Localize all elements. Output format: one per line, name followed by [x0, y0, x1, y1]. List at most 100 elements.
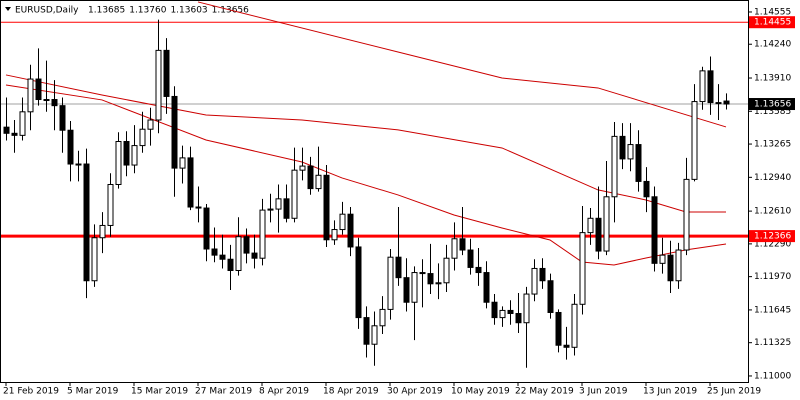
- chart-title: EURUSD,Daily: [15, 6, 79, 16]
- candle-body: [115, 140, 122, 185]
- candle-body: [507, 309, 514, 315]
- moving-average: [5, 84, 727, 266]
- x-tick-label: 15 Mar 2019: [131, 387, 188, 397]
- candle-body: [219, 254, 226, 260]
- candle-body: [499, 309, 506, 319]
- candle-body: [131, 145, 138, 166]
- candle-body: [603, 196, 610, 252]
- candle-body: [643, 180, 650, 198]
- candle-body: [19, 111, 26, 136]
- x-tick-label: 21 Feb 2019: [3, 387, 59, 397]
- candle-body: [563, 344, 570, 348]
- candle-body: [571, 303, 578, 348]
- y-tick-label: 1.12610: [754, 207, 791, 217]
- candle-body: [459, 238, 466, 251]
- candle-body: [675, 249, 682, 282]
- y-tick-label: 1.14240: [754, 40, 791, 50]
- header-value: 1.13685: [88, 6, 125, 16]
- moving-average: [197, 1, 727, 128]
- level-price-label: 1.14455: [754, 18, 791, 28]
- x-tick-label: 25 Jun 2019: [707, 387, 761, 397]
- candle-body: [515, 313, 522, 324]
- level-price-box: [749, 230, 795, 243]
- candle-body: [339, 213, 346, 231]
- candle-body: [427, 273, 434, 285]
- candle-body: [395, 256, 402, 279]
- candle-body: [283, 198, 290, 219]
- candle-body: [475, 266, 482, 274]
- candle-body: [363, 317, 370, 345]
- candle-body: [491, 301, 498, 319]
- x-tick-label: 27 Mar 2019: [195, 387, 252, 397]
- candle-body: [27, 78, 34, 113]
- candle-body: [419, 272, 426, 275]
- header-value: 1.13760: [129, 6, 166, 16]
- candle-body: [275, 198, 282, 210]
- candle-body: [619, 135, 626, 160]
- candle-body: [467, 249, 474, 268]
- candle-body: [379, 308, 386, 327]
- y-tick-label: 1.11970: [754, 272, 791, 282]
- candle-body: [355, 246, 362, 319]
- candle-body: [259, 209, 266, 259]
- x-tick-label: 30 Apr 2019: [387, 387, 443, 397]
- y-tick-label: 1.11325: [754, 338, 791, 348]
- candle-body: [163, 49, 170, 97]
- candle-body: [107, 183, 114, 226]
- candle-body: [235, 236, 242, 272]
- candle-body: [627, 144, 634, 160]
- y-tick-label: 1.14555: [754, 7, 791, 17]
- candle-body: [123, 140, 130, 166]
- y-tick-label: 1.13265: [754, 140, 791, 150]
- level-price-box: [749, 16, 795, 29]
- candle-body: [299, 165, 306, 171]
- candle-body: [323, 174, 330, 241]
- candle-body: [723, 100, 730, 105]
- y-tick-label: 1.12940: [754, 173, 791, 183]
- candle-body: [523, 293, 530, 324]
- candle-body: [539, 267, 546, 282]
- moving-average: [5, 74, 726, 213]
- candle-body: [67, 129, 74, 165]
- candle-body: [171, 95, 178, 169]
- x-tick-label: 13 Jun 2019: [643, 387, 697, 397]
- x-tick-label: 3 Jun 2019: [579, 387, 628, 397]
- candle-body: [211, 248, 218, 256]
- candle-body: [555, 311, 562, 346]
- candle-body: [483, 272, 490, 303]
- candle-body: [531, 267, 538, 295]
- candle-body: [611, 135, 618, 198]
- x-tick-label: 22 May 2019: [515, 387, 574, 397]
- candle-body: [547, 280, 554, 313]
- candle-body: [707, 70, 714, 104]
- candle-body: [331, 229, 338, 241]
- current-price-box: [749, 98, 795, 111]
- candle-body: [347, 213, 354, 248]
- candle-body: [667, 254, 674, 282]
- candle-body: [3, 126, 10, 134]
- candle-body: [435, 282, 442, 285]
- candle-body: [179, 157, 186, 169]
- candle-body: [155, 49, 162, 121]
- x-tick-label: 8 Apr 2019: [259, 387, 309, 397]
- candle-body: [307, 165, 314, 190]
- x-tick-label: 10 May 2019: [451, 387, 510, 397]
- candle-body: [635, 144, 642, 182]
- y-tick-label: 1.13585: [754, 107, 791, 117]
- level-price-label: 1.12366: [754, 232, 791, 242]
- candle-body: [227, 258, 234, 272]
- candle-body: [659, 254, 666, 264]
- candle-body: [715, 102, 722, 105]
- x-tick-label: 18 Apr 2019: [323, 387, 379, 397]
- candle-body: [267, 208, 274, 211]
- candle-body: [387, 256, 394, 310]
- candle-body: [371, 325, 378, 345]
- y-tick-label: 1.11000: [754, 371, 791, 381]
- candle-body: [59, 105, 66, 131]
- y-tick-label: 1.11645: [754, 305, 791, 315]
- candle-body: [291, 169, 298, 219]
- candle-body: [579, 232, 586, 305]
- menu-arrow: [5, 7, 11, 11]
